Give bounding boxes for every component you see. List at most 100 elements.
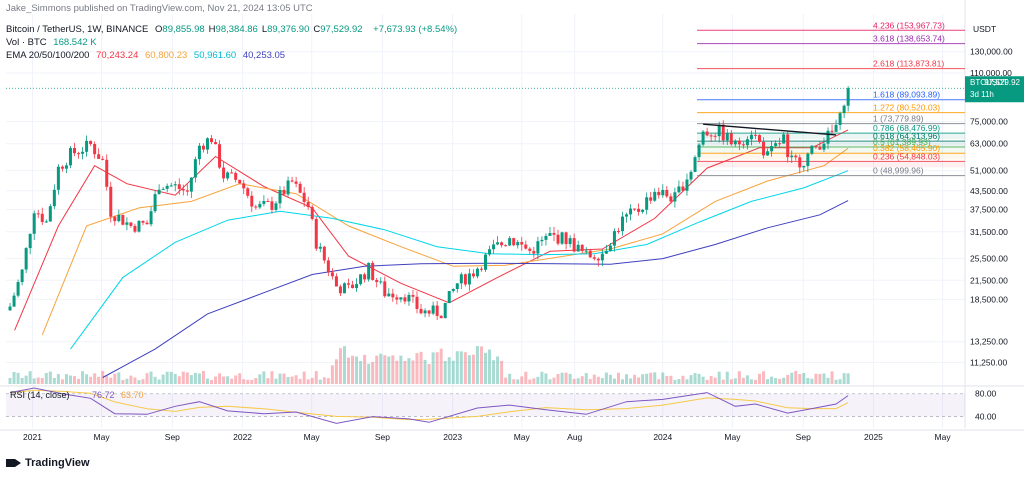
candle-body xyxy=(415,296,419,309)
candle-body xyxy=(93,143,97,155)
candle-body xyxy=(451,288,455,292)
candle-body xyxy=(524,244,528,249)
volume-bar xyxy=(16,372,20,384)
volume-label[interactable]: Vol · BTC xyxy=(6,37,47,48)
candle-body xyxy=(532,250,536,254)
volume-bar xyxy=(161,374,165,384)
volume-bar xyxy=(774,378,778,384)
volume-bar xyxy=(806,377,810,384)
candle-body xyxy=(403,297,407,302)
volume-bar xyxy=(97,376,101,384)
volume-bar xyxy=(193,372,197,384)
volume-bar xyxy=(105,375,109,384)
candle-body xyxy=(201,145,205,150)
volume-bar xyxy=(28,371,32,384)
volume-bar xyxy=(145,373,149,384)
volume-bar xyxy=(113,373,117,384)
candle-body xyxy=(109,186,113,217)
candle-body xyxy=(371,262,375,280)
volume-bar xyxy=(222,376,226,384)
volume-bar xyxy=(230,378,234,384)
volume-bar xyxy=(508,373,512,384)
ema-line-3 xyxy=(70,170,849,350)
tradingview-logo[interactable]: TradingView xyxy=(6,457,90,469)
volume-bar xyxy=(713,377,717,384)
candle-body xyxy=(528,248,532,251)
candle-body xyxy=(85,140,89,152)
volume-bar xyxy=(838,379,842,384)
volume-bar xyxy=(729,379,733,384)
candle-body xyxy=(725,133,729,141)
volume-bar xyxy=(423,359,427,384)
volume-bar xyxy=(149,371,153,384)
candle-body xyxy=(741,144,745,146)
time-tick-label: Sep xyxy=(375,432,390,442)
ema-label[interactable]: EMA 20/50/100/200 xyxy=(6,50,90,61)
symbol-title[interactable]: Bitcoin / TetherUS, 1W, BINANCE xyxy=(6,24,149,35)
candle-body xyxy=(306,202,310,207)
volume-bar xyxy=(125,378,129,384)
volume-bar xyxy=(455,351,459,384)
candle-body xyxy=(262,201,266,204)
candle-body xyxy=(455,283,459,289)
volume-bar xyxy=(298,378,302,384)
candle-body xyxy=(12,295,16,307)
volume-bar xyxy=(661,372,665,384)
volume-bar xyxy=(709,376,713,384)
candle-body xyxy=(375,279,379,283)
price-axis: USDT 130,000.00 110,000.00 75,000.00 63,000.… xyxy=(965,24,1024,368)
last-price-value: 97,529.92 xyxy=(984,78,1020,87)
candle-body xyxy=(439,315,443,319)
candle-body xyxy=(576,244,580,252)
volume-bar xyxy=(258,374,262,384)
candle-body xyxy=(693,157,697,172)
volume-bar xyxy=(89,376,93,384)
candle-body xyxy=(625,214,629,217)
volume-bar xyxy=(496,356,500,384)
candle-body xyxy=(89,140,93,144)
fib-level-fill xyxy=(697,153,965,160)
volume-bar xyxy=(834,379,838,384)
candle-body xyxy=(274,203,278,210)
candle-body xyxy=(351,284,355,289)
volume-bars xyxy=(8,346,850,384)
candle-body xyxy=(463,274,467,285)
volume-bar xyxy=(681,375,685,384)
volume-bar xyxy=(64,374,68,384)
volume-bar xyxy=(560,372,564,384)
candle-body xyxy=(395,297,399,300)
candle-body xyxy=(169,185,173,187)
volume-bar xyxy=(488,349,492,384)
volume-bar xyxy=(338,348,342,384)
candle-body xyxy=(97,154,101,159)
candle-body xyxy=(496,242,500,245)
candle-body xyxy=(758,135,761,142)
volume-bar xyxy=(500,360,504,384)
candle-body xyxy=(548,233,552,236)
volume-bar xyxy=(326,378,330,384)
volume-bar xyxy=(588,379,592,384)
ohlc-value-o: 89,855.98 xyxy=(162,24,205,35)
candle-body xyxy=(770,146,774,152)
fib-level-fill xyxy=(697,161,965,168)
candle-body xyxy=(431,305,435,314)
volume-bar xyxy=(572,378,576,384)
candle-body xyxy=(141,220,145,223)
volume-bar xyxy=(44,372,48,384)
volume-bar xyxy=(439,348,443,384)
candle-body xyxy=(282,189,286,195)
volume-bar xyxy=(24,375,28,384)
volume-bar xyxy=(778,378,782,384)
volume-bar xyxy=(770,376,774,384)
candle-body xyxy=(330,272,334,277)
candle-body xyxy=(544,235,548,240)
candle-body xyxy=(342,283,346,294)
ohlc-value-l: 89,376.90 xyxy=(267,24,310,35)
candle-body xyxy=(32,213,36,234)
candle-body xyxy=(512,238,516,246)
candle-body xyxy=(36,213,40,215)
candle-body xyxy=(290,180,294,182)
candle-body xyxy=(77,153,81,155)
